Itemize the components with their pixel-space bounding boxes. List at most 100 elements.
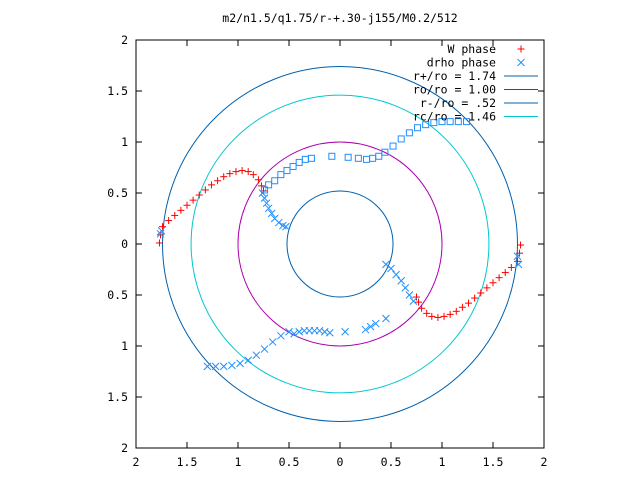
- point-series-1: [262, 199, 271, 208]
- point-series-0: [428, 312, 436, 320]
- x-tick-label: 0.5: [279, 455, 300, 469]
- point-series-0: [201, 186, 209, 194]
- point-series-0: [207, 181, 215, 189]
- y-tick-label: 1.5: [107, 84, 128, 98]
- legend-marker-sample: [517, 58, 525, 67]
- point-series-0: [483, 284, 491, 292]
- point-series-0: [244, 168, 252, 176]
- point-series-2: [438, 118, 446, 126]
- point-series-1: [392, 270, 400, 279]
- point-series-2: [283, 167, 291, 175]
- x-tick-label: 1: [439, 455, 446, 469]
- point-series-1: [244, 356, 253, 365]
- legend-label: drho phase: [427, 56, 496, 70]
- y-tick-label: 1: [121, 339, 128, 353]
- point-series-0: [471, 294, 479, 302]
- point-series-1: [157, 226, 166, 235]
- point-series-0: [254, 176, 262, 184]
- point-series-0: [452, 307, 460, 315]
- legend-entry: rc/ro = 1.46: [413, 110, 538, 124]
- legend-entry: drho phase: [427, 56, 525, 70]
- point-series-0: [477, 289, 485, 297]
- x-tick-label: 0: [337, 455, 344, 469]
- point-series-2: [405, 129, 413, 137]
- circle-series-6: [190, 94, 490, 394]
- point-series-0: [418, 304, 426, 312]
- point-series-0: [220, 173, 228, 181]
- point-series-1: [315, 326, 324, 335]
- point-series-2: [301, 155, 309, 163]
- point-series-1: [211, 362, 220, 371]
- point-series-1: [203, 362, 212, 371]
- point-series-1: [276, 331, 285, 340]
- point-series-1: [219, 362, 228, 371]
- point-series-1: [274, 218, 283, 227]
- y-tick-label: 2: [121, 33, 128, 47]
- y-tick-label: 1: [121, 135, 128, 149]
- point-series-2: [454, 118, 462, 126]
- point-series-1: [236, 359, 244, 368]
- point-series-0: [183, 201, 191, 209]
- point-series-1: [405, 291, 414, 299]
- point-series-1: [341, 327, 349, 336]
- point-series-0: [516, 249, 524, 257]
- point-series-1: [513, 252, 522, 261]
- point-series-0: [249, 171, 257, 179]
- point-series-1: [371, 319, 380, 328]
- point-series-0: [156, 231, 164, 239]
- point-series-1: [267, 209, 276, 218]
- point-series-2: [363, 155, 371, 163]
- point-series-0: [495, 274, 503, 282]
- point-series-2: [265, 181, 273, 189]
- chart-title: m2/n1.5/q1.75/r-+.30-j155/M0.2/512: [222, 11, 457, 25]
- point-series-1: [285, 327, 293, 336]
- point-series-2: [277, 171, 285, 179]
- radius-circles: [162, 66, 518, 422]
- point-series-1: [361, 325, 370, 334]
- legend-marker-sample: [517, 45, 525, 53]
- x-tick-label: 2: [133, 455, 140, 469]
- point-series-2: [422, 121, 430, 129]
- point-series-0: [501, 269, 509, 277]
- point-series-1: [282, 222, 290, 231]
- x-tick-label: 1.5: [177, 455, 198, 469]
- point-series-1: [228, 361, 236, 370]
- point-series-1: [264, 204, 273, 213]
- point-series-1: [366, 322, 375, 331]
- point-series-1: [401, 284, 410, 292]
- point-series-0: [465, 299, 473, 307]
- point-series-0: [446, 310, 454, 318]
- x-tick-label: 2: [541, 455, 548, 469]
- point-series-0: [232, 168, 240, 176]
- point-series-2: [289, 162, 297, 170]
- x-tick-label: 1.5: [483, 455, 504, 469]
- circle-series-3: [162, 66, 518, 422]
- point-series-2: [261, 186, 269, 194]
- point-series-0: [413, 293, 420, 301]
- point-series-1: [325, 328, 334, 337]
- point-series-1: [260, 194, 269, 202]
- point-series-1: [290, 329, 298, 338]
- legend-label: W phase: [448, 42, 497, 56]
- legend-label: rc/ro = 1.46: [413, 110, 496, 124]
- point-series-0: [440, 312, 448, 320]
- point-series-1: [268, 338, 277, 346]
- legend-label: r+/ro = 1.74: [413, 69, 496, 83]
- point-series-0: [489, 279, 497, 287]
- point-series-0: [517, 241, 525, 249]
- point-series-2: [430, 119, 438, 127]
- legend-entry: r-/ro = .52: [420, 96, 538, 110]
- point-series-0: [238, 167, 246, 175]
- point-series-0: [423, 309, 431, 317]
- point-series-1: [382, 260, 390, 269]
- point-series-2: [295, 158, 303, 166]
- point-series-2: [271, 177, 279, 185]
- point-series-0: [159, 223, 167, 231]
- point-series-0: [165, 217, 173, 225]
- point-series-2: [414, 124, 422, 132]
- point-series-0: [214, 177, 222, 185]
- point-series-2: [462, 118, 470, 126]
- legend-entry: ro/ro = 1.00: [413, 83, 538, 97]
- point-series-2: [446, 118, 454, 126]
